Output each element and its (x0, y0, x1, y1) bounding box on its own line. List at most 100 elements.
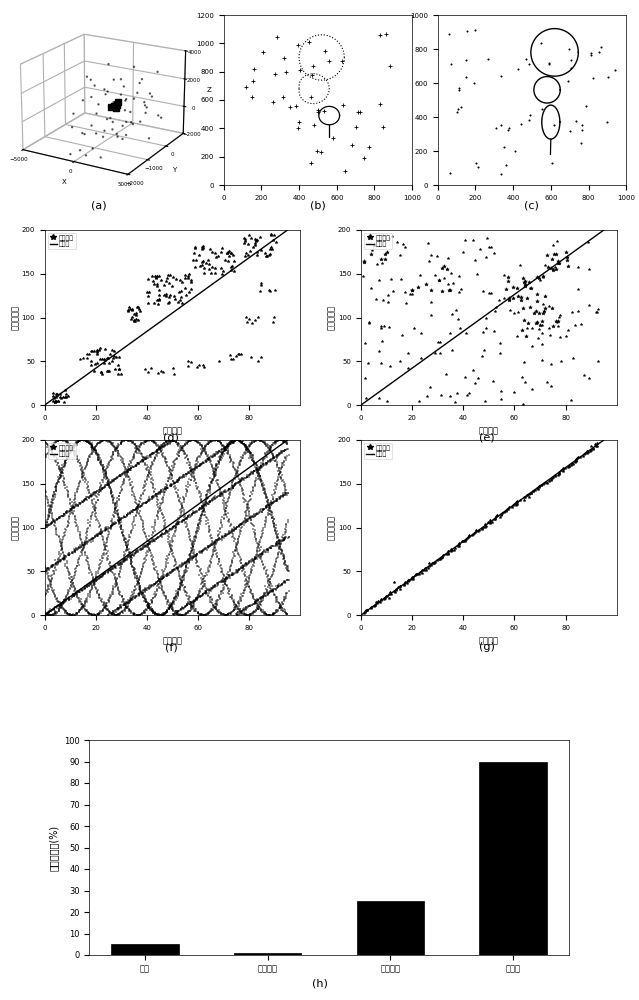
Point (255, 596, 265, 612)
Point (151, 531, 162, 547)
Point (216, 514, 226, 530)
Point (265, 454, 275, 470)
Point (200, 585, 210, 601)
Point (256, 460, 266, 476)
Point (523, 112, 534, 128)
Point (206, 474, 216, 490)
Point (78, 542, 88, 558)
Point (167, 468, 177, 484)
Point (48, 512, 58, 528)
Point (58, 465, 68, 481)
Point (190, 460, 201, 476)
Point (231, 597, 241, 613)
Point (144, 596, 154, 612)
Point (259, 481, 269, 497)
Point (123, 462, 134, 478)
Point (76, 462, 86, 478)
Point (140, 602, 150, 618)
Point (150, 444, 160, 460)
Point (249, 596, 259, 612)
Point (126, 605, 136, 621)
Point (173, 560, 183, 576)
Point (181, 488, 192, 504)
Point (213, 575, 224, 591)
Point (144, 433, 154, 449)
Point (225, 570, 235, 586)
Point (165, 521, 175, 537)
Point (240, 446, 250, 462)
Point (73, 552, 83, 568)
Point (127, 584, 137, 600)
Point (260, 517, 270, 533)
Point (98, 547, 109, 563)
Point (135, 584, 145, 600)
Point (445, 325, 455, 341)
Point (169, 591, 179, 607)
Point (195, 545, 205, 561)
Point (127, 587, 137, 603)
Point (52, 512, 62, 528)
Point (142, 594, 152, 610)
Point (178, 568, 189, 584)
Point (520, 276, 530, 292)
Point (108, 350, 118, 366)
Point (217, 441, 227, 457)
Point (225, 563, 235, 579)
Point (199, 495, 209, 511)
Point (80, 601, 90, 617)
Point (235, 562, 245, 578)
Point (243, 496, 253, 512)
Point (172, 605, 182, 621)
Point (271, 594, 281, 610)
Point (64, 570, 74, 586)
Point (120, 552, 130, 568)
Point (229, 522, 239, 538)
Point (107, 448, 117, 464)
Point (421, 562, 431, 578)
Point (198, 240, 208, 256)
Point (143, 600, 153, 616)
Point (136, 454, 146, 470)
Point (154, 571, 164, 587)
Point (280, 554, 290, 570)
Point (245, 466, 255, 482)
Point (123, 472, 134, 488)
Point (47, 607, 57, 623)
Point (219, 438, 229, 454)
Point (224, 437, 235, 453)
Point (178, 607, 188, 623)
Point (265, 441, 275, 457)
Point (250, 455, 261, 471)
Point (258, 592, 268, 608)
Point (396, 271, 406, 287)
Point (96, 550, 107, 566)
Point (229, 546, 240, 562)
Point (224, 525, 235, 541)
Point (438, 547, 448, 563)
Point (47, 497, 58, 513)
Point (269, 519, 279, 535)
Point (70, 448, 81, 464)
Point (268, 584, 278, 600)
Point (150, 589, 160, 605)
Point (256, 546, 266, 562)
Point (174, 559, 184, 575)
Point (148, 488, 158, 504)
Point (539, 300, 550, 316)
Point (48, 563, 58, 579)
Point (196, 507, 206, 523)
Point (141, 537, 151, 553)
Point (112, 557, 123, 573)
Point (173, 606, 183, 622)
Point (134, 579, 144, 595)
Point (123, 433, 133, 449)
Point (146, 268, 157, 284)
Point (56, 542, 66, 558)
Point (99, 355, 109, 371)
Point (99, 459, 109, 475)
Point (110, 497, 120, 513)
Point (109, 443, 119, 459)
Point (157, 484, 167, 500)
Point (261, 449, 272, 465)
Point (260, 481, 270, 497)
